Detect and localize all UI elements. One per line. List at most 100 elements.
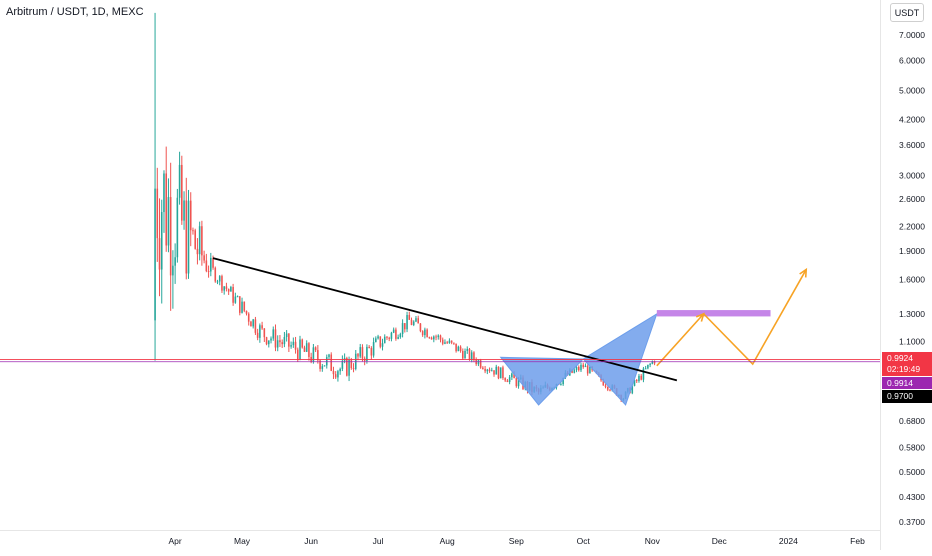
time-tick-label: Oct (577, 536, 591, 546)
candle-body (462, 350, 464, 359)
candle-body (575, 367, 578, 370)
candle-body (428, 337, 431, 339)
candle-body (573, 369, 576, 373)
candle-body (504, 378, 506, 381)
candle-body (346, 357, 348, 376)
candle-body (314, 347, 317, 351)
candle-body (247, 313, 250, 322)
candle-body (214, 267, 217, 282)
candle-body (292, 341, 295, 346)
candle-body (450, 340, 453, 343)
candle-body (435, 336, 437, 338)
candle-body (606, 386, 609, 390)
candle-body (216, 281, 219, 283)
candle-body (488, 369, 491, 371)
candle-body (325, 357, 328, 366)
purple-price-badge-label: 0.9914 (887, 378, 913, 388)
price-tick-label: 1.6000 (899, 274, 925, 284)
candle-body (410, 319, 413, 326)
price-tick-label: 3.6000 (899, 140, 925, 150)
time-axis[interactable]: Apr May Jun Jul Aug Sep Oct Nov Dec 2024 Feb (0, 530, 880, 550)
candle-body (223, 286, 225, 291)
price-axis[interactable]: 7.0000 6.0000 5.0000 4.2000 3.6000 3.0000 2.60… (880, 0, 932, 550)
candle-body (441, 339, 444, 344)
chart-plot-area[interactable] (0, 0, 880, 530)
candle-body (464, 350, 466, 359)
candle-body (430, 337, 433, 340)
candle-body (169, 197, 172, 276)
candle-body (453, 342, 455, 344)
candle-body (341, 360, 344, 369)
candle-body (377, 336, 379, 339)
candle-body (406, 315, 408, 330)
candle-body (580, 364, 582, 371)
candle-body (433, 336, 435, 340)
candle-body (486, 369, 489, 372)
candle-body (330, 354, 333, 371)
candle-body (189, 200, 192, 231)
candle-body (256, 332, 259, 338)
price-tick-label: 0.6800 (899, 416, 925, 426)
candle-body (203, 255, 205, 261)
candle-body (602, 380, 605, 386)
price-tick-label: 1.9000 (899, 246, 925, 256)
symbol-title: Arbitrum / USDT, 1D, MEXC (6, 6, 144, 18)
candle-body (165, 173, 168, 246)
price-chart[interactable] (0, 0, 880, 530)
candle-body (361, 347, 364, 359)
candle-body (404, 323, 406, 330)
candle-body (408, 315, 411, 320)
candle-body (388, 337, 391, 339)
time-tick-label: Sep (509, 536, 524, 546)
candle-body (490, 370, 493, 372)
price-tick-label: 5.0000 (899, 86, 925, 96)
candle-body (560, 384, 562, 386)
candle-body (243, 301, 246, 311)
candle-body (259, 325, 261, 338)
candle-body (515, 378, 518, 387)
candle-body (395, 329, 397, 339)
candle-body (468, 348, 471, 360)
target-zone (656, 310, 771, 317)
candle-body (198, 226, 201, 255)
candle-body (348, 359, 350, 376)
candle-body (421, 331, 424, 336)
candle-body (301, 339, 304, 348)
candle-body (218, 276, 221, 282)
time-axis-labels: Apr May Jun Jul Aug Sep Oct Nov Dec 2024 Feb (169, 536, 866, 546)
candle-body (312, 347, 315, 362)
candle-body (383, 336, 386, 344)
candle-body (381, 343, 384, 347)
candle-body (265, 337, 268, 345)
candle-body (633, 379, 636, 386)
candle-body (323, 365, 326, 367)
candle-body (274, 329, 277, 348)
candle-body (412, 321, 415, 326)
candle-body (321, 366, 324, 369)
candle-body (651, 361, 654, 364)
candle-body (379, 336, 382, 347)
candle-body (172, 265, 174, 276)
price-tick-label: 6.0000 (899, 56, 925, 66)
time-tick-label: Jun (304, 536, 318, 546)
currency-button[interactable]: USDT (890, 3, 924, 22)
candle-body (276, 340, 279, 348)
candle-body (187, 200, 190, 274)
candle-body (386, 336, 388, 338)
candle-body (470, 352, 473, 360)
candle-body (392, 329, 395, 333)
candle-body (194, 230, 196, 249)
current-price-badge (882, 352, 932, 376)
candle-body (448, 340, 451, 344)
candle-body (479, 360, 482, 368)
projection-path (656, 269, 807, 367)
purple-price-badge (882, 377, 932, 389)
candle-body (201, 226, 203, 256)
time-tick-label: May (234, 536, 251, 546)
candle-body (609, 389, 611, 391)
price-tick-label: 0.5800 (899, 443, 925, 453)
candle-body (446, 342, 448, 344)
candle-body (267, 340, 270, 345)
candle-body (339, 368, 341, 372)
candle-body (482, 367, 484, 369)
